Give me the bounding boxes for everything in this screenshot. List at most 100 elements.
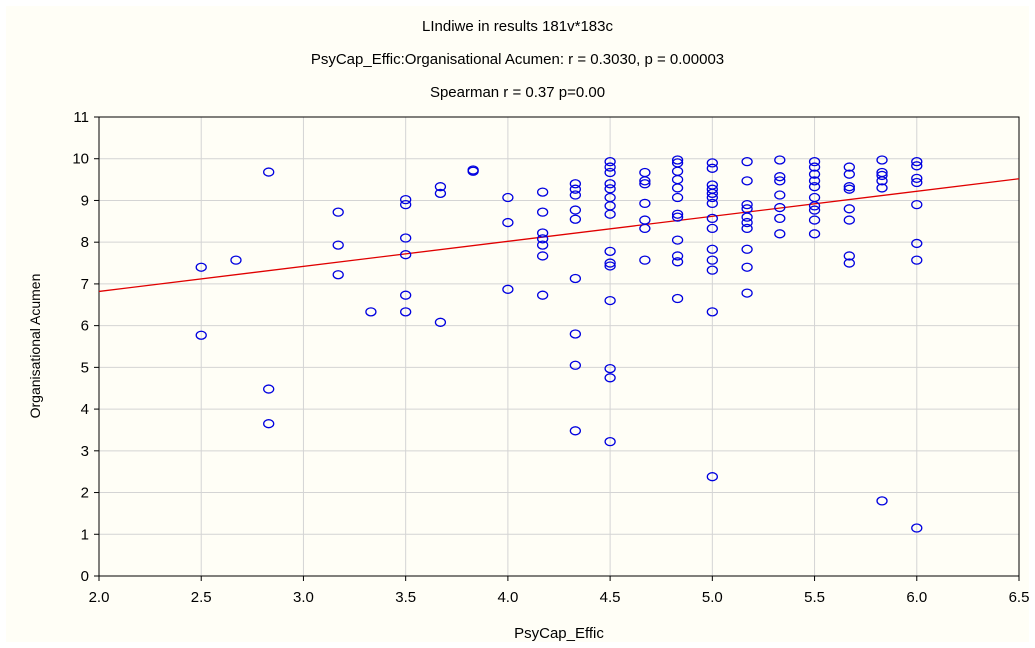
- data-point: [569, 205, 582, 215]
- data-point: [706, 244, 718, 254]
- data-point: [434, 182, 447, 192]
- grid-lines: [99, 117, 1019, 576]
- data-point: [808, 182, 821, 192]
- data-point: [808, 229, 821, 239]
- x-axis-label: PsyCap_Effic: [514, 625, 604, 642]
- data-points: [195, 155, 923, 533]
- y-tick-label: 0: [81, 568, 89, 585]
- data-point: [639, 255, 651, 265]
- y-axis: 0 1 2 3 4 5 6 7 8 9 10 11: [72, 109, 99, 585]
- data-point: [843, 182, 855, 192]
- x-tick-label: 6.5: [1009, 589, 1030, 606]
- data-point: [808, 201, 821, 211]
- data-point: [604, 246, 616, 257]
- data-point: [569, 179, 582, 189]
- y-tick-label: 2: [81, 485, 89, 502]
- data-point: [639, 215, 651, 225]
- data-point: [911, 238, 923, 249]
- y-tick-label: 6: [81, 318, 89, 335]
- data-point: [671, 183, 684, 193]
- y-tick-label: 5: [81, 359, 89, 376]
- data-point: [774, 172, 786, 182]
- x-tick-label: 4.5: [600, 589, 621, 606]
- x-tick-label: 2.0: [89, 589, 110, 606]
- data-point: [263, 167, 275, 177]
- data-point: [569, 329, 582, 339]
- x-tick-label: 3.5: [395, 589, 416, 606]
- data-point: [876, 170, 888, 181]
- data-point: [706, 158, 718, 168]
- data-point: [604, 373, 616, 383]
- data-point: [604, 184, 616, 194]
- data-point: [911, 177, 923, 188]
- data-point: [808, 176, 821, 186]
- y-tick-label: 7: [81, 276, 89, 293]
- data-point: [230, 255, 242, 265]
- data-point: [843, 251, 855, 261]
- data-point: [741, 262, 753, 272]
- data-point: [536, 240, 549, 250]
- data-point: [843, 258, 855, 268]
- data-point: [195, 262, 207, 272]
- x-tick-label: 2.5: [191, 589, 212, 606]
- data-point: [911, 173, 923, 183]
- data-point: [434, 317, 447, 327]
- data-point: [604, 209, 616, 219]
- x-tick-label: 5.0: [702, 589, 723, 606]
- y-axis-label: Organisational Acumen: [27, 274, 43, 419]
- data-point: [400, 194, 412, 205]
- data-point: [536, 251, 549, 261]
- data-point: [876, 496, 888, 506]
- data-point: [911, 156, 923, 167]
- chart-subtitle: PsyCap_Effic:Organisational Acumen: r = …: [310, 51, 725, 68]
- data-point: [741, 288, 753, 298]
- data-point: [400, 250, 412, 260]
- y-tick-label: 11: [73, 109, 89, 126]
- data-point: [502, 284, 514, 294]
- regression-line: [98, 178, 1020, 293]
- data-point: [671, 166, 684, 176]
- data-point: [569, 426, 582, 436]
- data-point: [706, 198, 718, 209]
- data-point: [604, 162, 616, 172]
- data-point: [604, 179, 616, 189]
- data-point: [604, 363, 616, 374]
- plot-area: [98, 116, 1020, 577]
- data-point: [671, 212, 684, 222]
- y-tick-label: 4: [81, 401, 89, 418]
- data-point: [332, 240, 344, 250]
- data-point: [536, 234, 549, 244]
- data-point: [536, 290, 549, 300]
- data-point: [502, 217, 514, 228]
- data-point: [808, 215, 821, 225]
- data-point: [604, 295, 616, 306]
- data-point: [876, 183, 888, 193]
- y-tick-label: 9: [81, 192, 89, 209]
- data-point: [536, 187, 549, 197]
- data-point: [671, 251, 684, 261]
- data-point: [400, 233, 412, 243]
- data-point: [502, 192, 514, 203]
- data-point: [263, 384, 275, 394]
- data-point: [569, 214, 582, 224]
- data-point: [706, 213, 718, 224]
- data-point: [741, 156, 753, 167]
- data-point: [876, 176, 888, 186]
- data-point: [706, 192, 718, 203]
- data-point: [774, 155, 786, 165]
- data-point: [741, 176, 753, 186]
- data-point: [671, 155, 684, 165]
- data-point: [536, 207, 549, 217]
- data-point: [843, 169, 855, 179]
- x-tick-label: 3.0: [293, 589, 314, 606]
- x-tick-label: 5.5: [804, 589, 825, 606]
- data-point: [706, 472, 718, 482]
- data-point: [332, 207, 344, 217]
- data-point: [569, 190, 582, 200]
- data-point: [639, 198, 651, 209]
- data-point: [741, 199, 753, 210]
- data-point: [741, 212, 753, 222]
- chart-title: LIndiwe in results 181v*183c: [422, 18, 613, 35]
- data-point: [911, 523, 923, 533]
- data-point: [741, 217, 753, 228]
